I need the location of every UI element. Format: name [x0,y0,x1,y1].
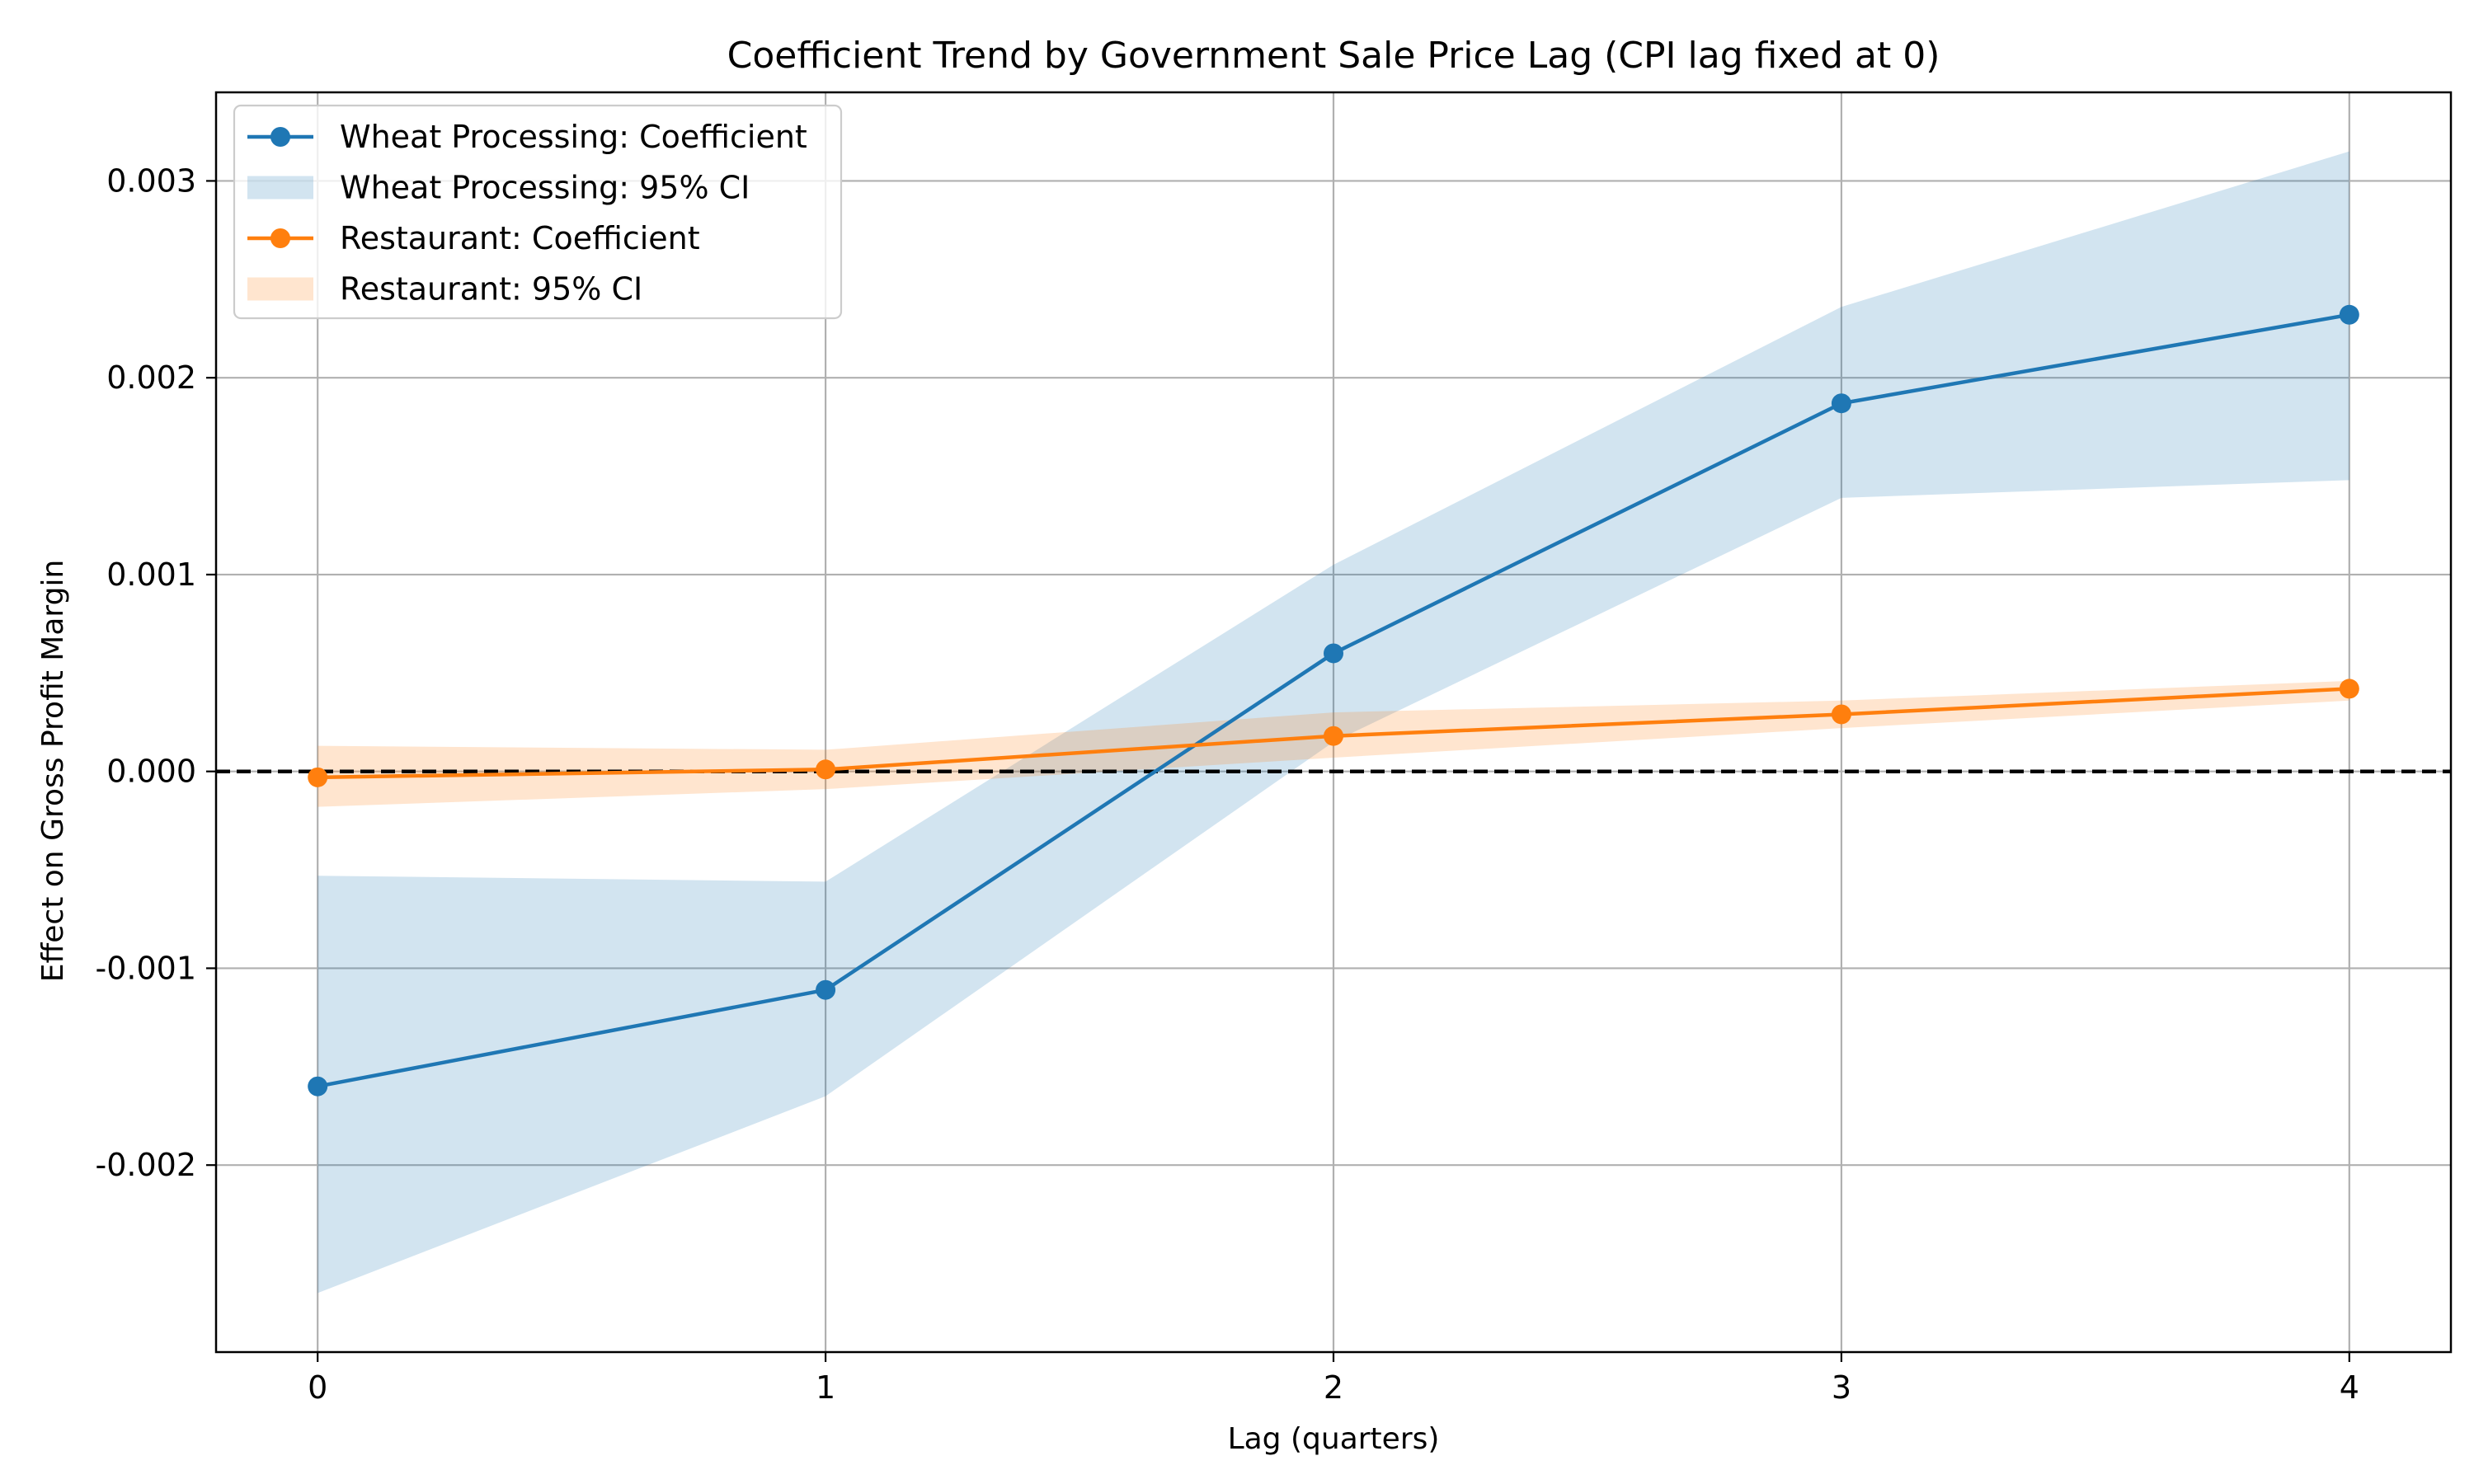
chart-title: Coefficient Trend by Government Sale Pri… [727,35,1940,77]
y-axis-label: Effect on Gross Profit Margin [36,560,70,983]
y-axis-ticks: -0.002 -0.001 0.000 0.001 0.002 0.003 [96,162,216,1183]
legend-entry-label: Restaurant: 95% CI [340,271,642,308]
data-point-series-1 [1324,726,1343,746]
data-point-series-1 [2339,679,2359,699]
legend-entry-label: Wheat Processing: Coefficient [340,119,807,155]
legend-band-swatch [247,176,313,200]
data-point-series-1 [308,767,328,787]
x-tick-label: 2 [1324,1369,1343,1406]
y-tick-label: -0.001 [96,950,197,986]
x-tick-label: 1 [816,1369,835,1406]
ci-band-series-0 [317,151,2349,1294]
legend-entry-label: Restaurant: Coefficient [340,220,700,256]
y-tick-label: -0.002 [96,1147,197,1183]
data-point-series-0 [1324,643,1343,664]
legend-box [233,104,843,320]
y-tick-label: 0.000 [106,754,196,790]
x-axis-label: Lag (quarters) [1228,1422,1440,1456]
data-point-series-0 [1831,393,1851,414]
series-points [308,304,2359,1097]
legend: Wheat Processing: Coefficient Wheat Proce… [233,104,843,320]
x-tick-label: 4 [2340,1369,2359,1406]
data-point-series-1 [1831,704,1851,725]
y-tick-label: 0.001 [106,556,196,593]
x-tick-label: 3 [1832,1369,1851,1406]
y-tick-label: 0.003 [106,162,196,199]
x-tick-label: 0 [308,1369,327,1406]
data-point-series-1 [816,759,836,780]
legend-band-swatch [247,277,313,301]
legend-marker-swatch [270,127,290,147]
data-point-series-0 [816,979,836,1000]
data-point-series-0 [2339,304,2359,325]
data-point-series-0 [308,1076,328,1097]
legend-marker-swatch [270,228,290,248]
x-axis-ticks: 0 1 2 3 4 [308,1352,2359,1406]
legend-entry-label: Wheat Processing: 95% CI [340,170,750,206]
y-tick-label: 0.002 [106,359,196,396]
